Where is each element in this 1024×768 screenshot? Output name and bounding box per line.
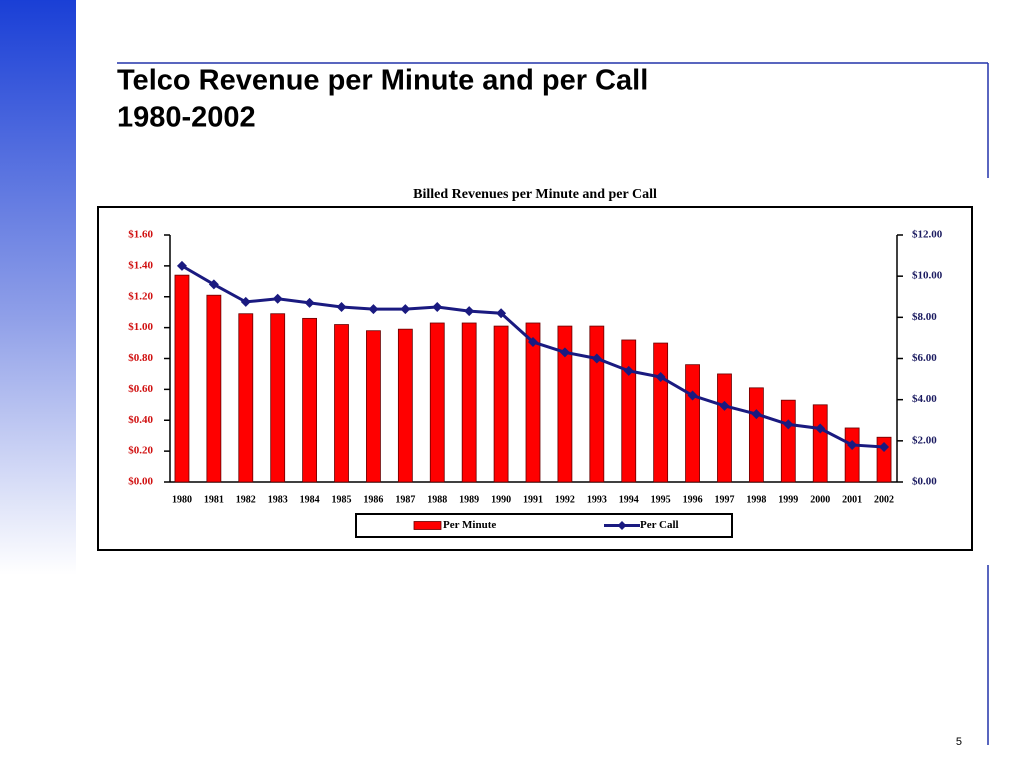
chart-title: Billed Revenues per Minute and per Call bbox=[413, 187, 657, 202]
y-tick-label: $1.20 bbox=[128, 290, 153, 302]
y-tick-label: $0.00 bbox=[128, 476, 153, 488]
marker bbox=[687, 390, 698, 401]
plot: $0.00 $0.20 $0.40 $0.60 $0.80 $1.00 $1.20 $1.40… bbox=[128, 229, 943, 532]
marker bbox=[591, 353, 602, 364]
x-tick-label: 1987 bbox=[395, 494, 415, 505]
y2-tick-label: $8.00 bbox=[912, 311, 937, 323]
marker bbox=[240, 296, 251, 307]
bar bbox=[302, 317, 318, 483]
y2-tick-label: $4.00 bbox=[912, 393, 937, 405]
y2-tick-label: $2.00 bbox=[912, 434, 937, 446]
legend-swatch bbox=[413, 521, 442, 530]
bar bbox=[844, 427, 860, 483]
legend-label: Per Minute bbox=[443, 519, 496, 531]
bar bbox=[589, 325, 605, 483]
y2-tick-label: $6.00 bbox=[912, 352, 937, 364]
y-tick-label: $0.80 bbox=[128, 352, 153, 364]
marker bbox=[464, 306, 475, 317]
bar bbox=[812, 404, 828, 483]
marker bbox=[496, 308, 507, 319]
marker bbox=[368, 304, 379, 315]
x-tick-label: 1996 bbox=[683, 494, 703, 505]
x-tick-label: 1992 bbox=[555, 494, 575, 505]
y2-tick-label: $0.00 bbox=[912, 476, 937, 488]
y2-tick-label: $12.00 bbox=[912, 229, 943, 241]
y-tick-label: $1.40 bbox=[128, 259, 153, 271]
x-tick-label: 1983 bbox=[268, 494, 288, 505]
slide-title: Telco Revenue per Minute and per Call bbox=[117, 65, 648, 97]
bar bbox=[238, 313, 254, 483]
legend-box bbox=[355, 513, 733, 538]
y-tick-label: $1.00 bbox=[128, 321, 153, 333]
slide-title: 1980-2002 bbox=[117, 102, 256, 134]
bar bbox=[717, 373, 732, 483]
marker bbox=[815, 423, 826, 434]
x-tick-label: 2001 bbox=[842, 494, 862, 505]
x-tick-label: 1999 bbox=[778, 494, 798, 505]
marker bbox=[176, 260, 187, 271]
bar bbox=[366, 330, 381, 483]
x-tick-label: 1990 bbox=[491, 494, 511, 505]
bar bbox=[397, 328, 413, 483]
x-tick-label: 1997 bbox=[714, 494, 734, 505]
x-tick-label: 1981 bbox=[204, 494, 224, 505]
bar bbox=[270, 313, 286, 483]
bar bbox=[685, 364, 700, 483]
bar bbox=[748, 387, 764, 483]
marker bbox=[432, 302, 443, 313]
y-tick-label: $0.40 bbox=[128, 414, 153, 426]
bar bbox=[334, 324, 349, 483]
marker bbox=[879, 442, 890, 453]
marker bbox=[559, 347, 570, 358]
x-tick-label: 1989 bbox=[459, 494, 479, 505]
x-tick-label: 1982 bbox=[236, 494, 256, 505]
bar bbox=[461, 322, 477, 483]
y-tick-label: $0.20 bbox=[128, 445, 153, 457]
marker bbox=[208, 279, 219, 290]
bar bbox=[653, 342, 669, 483]
x-tick-label: 2000 bbox=[810, 494, 830, 505]
legend-label: Per Call bbox=[640, 519, 679, 531]
sidebar bbox=[0, 0, 76, 575]
marker bbox=[655, 372, 666, 383]
x-tick-label: 2002 bbox=[874, 494, 894, 505]
marker bbox=[783, 419, 794, 430]
marker bbox=[528, 337, 538, 348]
x-tick-label: 1980 bbox=[172, 494, 192, 505]
x-tick-label: 1988 bbox=[427, 494, 447, 505]
x-tick-label: 1985 bbox=[332, 494, 352, 505]
x-tick-label: 1984 bbox=[300, 494, 320, 505]
marker bbox=[719, 400, 730, 411]
marker bbox=[847, 439, 858, 450]
y-tick-label: $0.60 bbox=[128, 383, 153, 395]
x-tick-label: 1986 bbox=[363, 494, 383, 505]
marker bbox=[751, 409, 762, 420]
bar bbox=[780, 399, 796, 483]
bar bbox=[525, 322, 541, 483]
bar bbox=[493, 325, 509, 483]
marker bbox=[400, 304, 411, 315]
bar bbox=[174, 274, 190, 483]
bar bbox=[557, 325, 573, 483]
x-tick-label: 1993 bbox=[587, 494, 607, 505]
bar bbox=[206, 294, 222, 483]
x-tick-label: 1998 bbox=[746, 494, 766, 505]
x-tick-label: 1995 bbox=[651, 494, 671, 505]
marker bbox=[272, 293, 283, 304]
legend-swatch bbox=[617, 521, 627, 530]
x-tick-label: 1991 bbox=[523, 494, 543, 505]
bar bbox=[429, 322, 445, 483]
page-number: 5 bbox=[956, 736, 962, 748]
y-tick-label: $1.60 bbox=[128, 229, 153, 241]
bar bbox=[621, 339, 637, 483]
marker bbox=[623, 365, 634, 376]
marker bbox=[336, 302, 347, 313]
marker bbox=[304, 297, 315, 308]
x-tick-label: 1994 bbox=[619, 494, 639, 505]
y2-tick-label: $10.00 bbox=[912, 270, 943, 282]
